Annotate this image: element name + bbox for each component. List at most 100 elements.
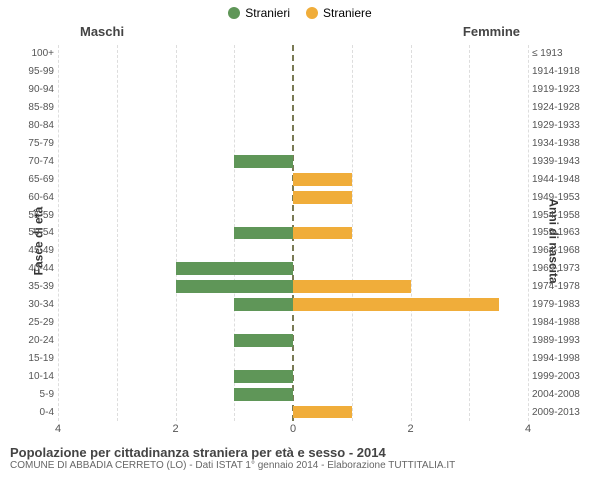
age-label: 45-49 — [28, 245, 58, 256]
half-male — [58, 278, 293, 296]
half-male — [58, 314, 293, 332]
x-tick: 4 — [525, 423, 531, 435]
half-male — [58, 152, 293, 170]
birth-label: 1979-1983 — [528, 299, 580, 310]
half-female — [293, 117, 528, 135]
legend: Stranieri Straniere — [0, 0, 600, 22]
half-male — [58, 63, 293, 81]
birth-label: 1994-1998 — [528, 353, 580, 364]
age-label: 5-9 — [40, 389, 58, 400]
chart-row: 25-291984-1988 — [58, 314, 528, 332]
birth-label: 1984-1988 — [528, 317, 580, 328]
x-axis-ticks: 42024 — [58, 423, 528, 439]
age-label: 100+ — [31, 48, 58, 59]
half-female — [293, 63, 528, 81]
bar-male — [176, 262, 294, 275]
bar-male — [234, 298, 293, 311]
age-label: 15-19 — [28, 353, 58, 364]
legend-swatch-female — [306, 7, 318, 19]
half-female — [293, 206, 528, 224]
half-male — [58, 349, 293, 367]
chart-row: 0-42009-2013 — [58, 403, 528, 421]
bar-male — [234, 155, 293, 168]
chart-row: 95-991914-1918 — [58, 63, 528, 81]
bar-male — [176, 280, 294, 293]
legend-label-female: Straniere — [323, 6, 372, 20]
chart-row: 50-541959-1963 — [58, 224, 528, 242]
birth-label: 1934-1938 — [528, 138, 580, 149]
legend-label-male: Stranieri — [245, 6, 290, 20]
chart-row: 65-691944-1948 — [58, 170, 528, 188]
half-male — [58, 170, 293, 188]
birth-label: 2009-2013 — [528, 407, 580, 418]
half-female — [293, 367, 528, 385]
age-label: 95-99 — [28, 66, 58, 77]
age-label: 70-74 — [28, 156, 58, 167]
half-female — [293, 45, 528, 63]
chart-row: 35-391974-1978 — [58, 278, 528, 296]
half-female — [293, 331, 528, 349]
bar-female — [293, 280, 411, 293]
chart-row: 90-941919-1923 — [58, 81, 528, 99]
chart: Fasce di età Anni di nascita 100+≤ 19139… — [10, 41, 590, 441]
chart-row: 10-141999-2003 — [58, 367, 528, 385]
half-male — [58, 403, 293, 421]
birth-label: 1949-1953 — [528, 192, 580, 203]
half-male — [58, 117, 293, 135]
chart-row: 40-441969-1973 — [58, 260, 528, 278]
footer-title: Popolazione per cittadinanza straniera p… — [10, 445, 590, 460]
chart-row: 80-841929-1933 — [58, 117, 528, 135]
bar-female — [293, 173, 352, 186]
half-male — [58, 81, 293, 99]
birth-label: 1954-1958 — [528, 210, 580, 221]
x-tick: 4 — [55, 423, 61, 435]
legend-item-female: Straniere — [306, 6, 372, 20]
birth-label: 1929-1933 — [528, 120, 580, 131]
birth-label: 1974-1978 — [528, 281, 580, 292]
half-female — [293, 242, 528, 260]
half-female — [293, 385, 528, 403]
footer-subtitle: COMUNE DI ABBADIA CERRETO (LO) - Dati IS… — [10, 460, 590, 471]
half-male — [58, 45, 293, 63]
age-label: 25-29 — [28, 317, 58, 328]
chart-row: 60-641949-1953 — [58, 188, 528, 206]
bar-male — [234, 334, 293, 347]
chart-row: 85-891924-1928 — [58, 99, 528, 117]
birth-label: ≤ 1913 — [528, 48, 563, 59]
half-female — [293, 349, 528, 367]
age-label: 30-34 — [28, 299, 58, 310]
half-female — [293, 188, 528, 206]
age-label: 85-89 — [28, 102, 58, 113]
age-label: 20-24 — [28, 335, 58, 346]
birth-label: 1939-1943 — [528, 156, 580, 167]
half-female — [293, 135, 528, 153]
age-label: 0-4 — [40, 407, 58, 418]
bar-female — [293, 191, 352, 204]
half-female — [293, 260, 528, 278]
chart-row: 15-191994-1998 — [58, 349, 528, 367]
birth-label: 1959-1963 — [528, 227, 580, 238]
half-male — [58, 367, 293, 385]
half-male — [58, 296, 293, 314]
half-female — [293, 278, 528, 296]
chart-row: 5-92004-2008 — [58, 385, 528, 403]
birth-label: 1999-2003 — [528, 371, 580, 382]
bar-male — [234, 388, 293, 401]
x-tick: 0 — [290, 423, 296, 435]
half-female — [293, 170, 528, 188]
chart-row: 30-341979-1983 — [58, 296, 528, 314]
half-female — [293, 152, 528, 170]
half-male — [58, 331, 293, 349]
half-female — [293, 314, 528, 332]
age-label: 75-79 — [28, 138, 58, 149]
half-female — [293, 81, 528, 99]
chart-row: 100+≤ 1913 — [58, 45, 528, 63]
half-female — [293, 99, 528, 117]
half-male — [58, 385, 293, 403]
age-label: 90-94 — [28, 84, 58, 95]
plot-area: 100+≤ 191395-991914-191890-941919-192385… — [58, 45, 528, 421]
chart-row: 55-591954-1958 — [58, 206, 528, 224]
x-tick: 2 — [172, 423, 178, 435]
age-label: 35-39 — [28, 281, 58, 292]
panel-title-left: Maschi — [80, 24, 124, 39]
